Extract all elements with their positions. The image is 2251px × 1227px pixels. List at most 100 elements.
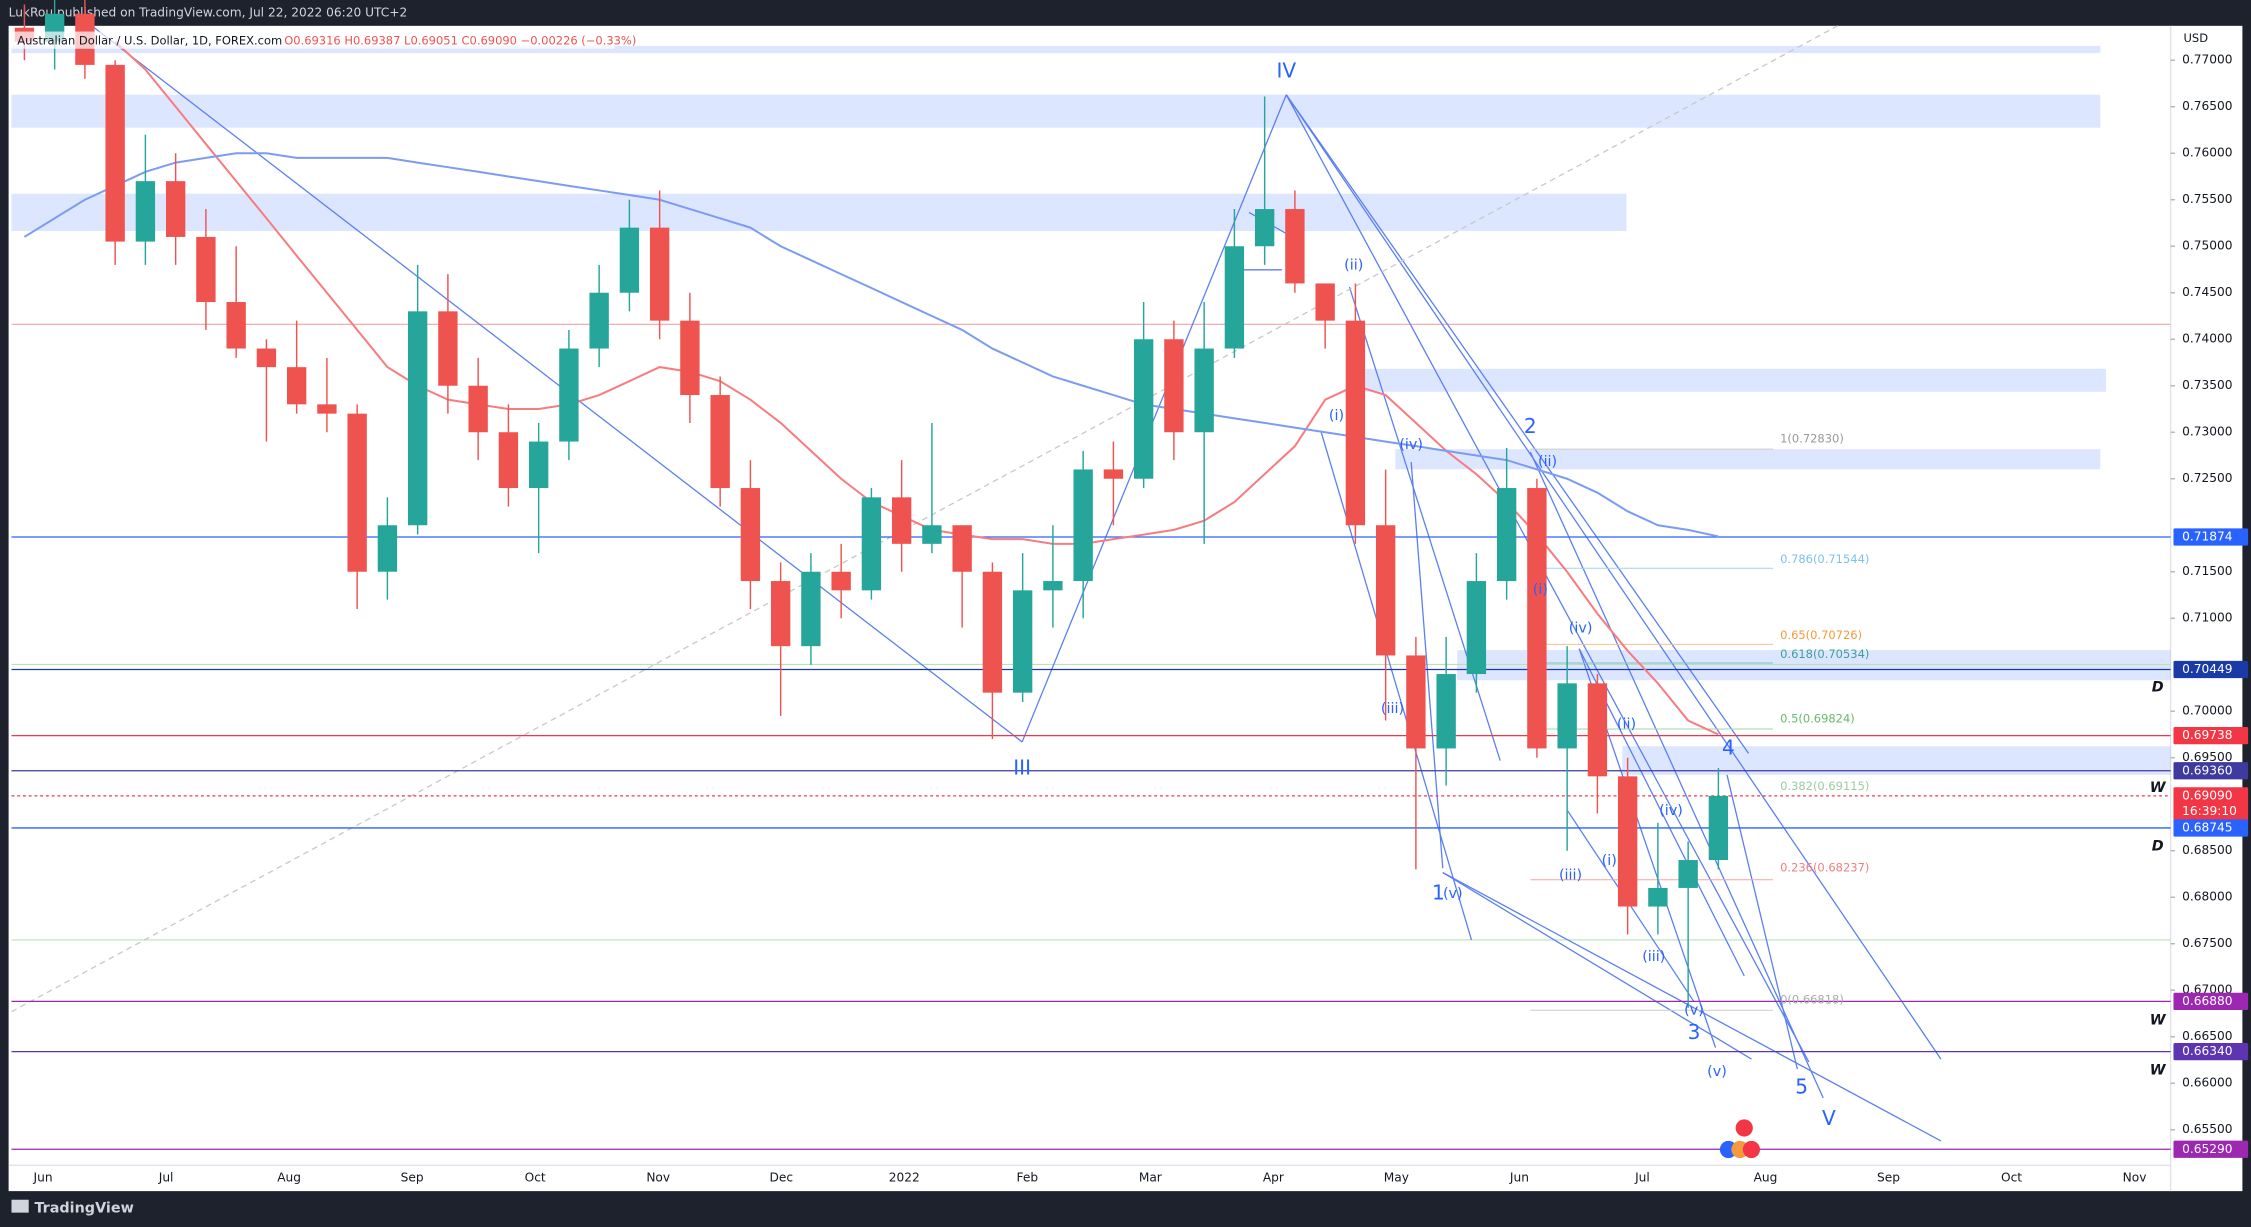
x-tick-label: 2022 (889, 1171, 920, 1185)
wave-label: 3 (1688, 1020, 1701, 1044)
y-tick-label: 0.66500 (2182, 1029, 2232, 1043)
price-tags: 0.71874 0.70449 0.69738 0.69360 0.69090 16:39… (2173, 528, 2249, 1158)
candle-body (891, 497, 912, 544)
wave-label: (i) (1533, 582, 1548, 598)
wave-label: (v) (1443, 886, 1463, 902)
y-tick-label: 0.73000 (2182, 425, 2232, 439)
wave-label: (v) (1684, 1002, 1704, 1018)
y-tick-label: 0.77000 (2182, 53, 2232, 67)
zone (11, 193, 1627, 232)
x-tick-label: Mar (1139, 1171, 1163, 1185)
y-tick-label: 0.70000 (2182, 704, 2232, 718)
y-tick-label: 0.75000 (2182, 239, 2232, 253)
wave-label: 1 (1432, 881, 1445, 905)
wave-labels: IV III (ii) (i) (iv) (iii) 1 (v) 2 (ii) … (1013, 58, 1836, 1130)
side-letter: D (2152, 679, 2164, 695)
wave-label: (v) (1707, 1064, 1727, 1080)
zone (1457, 650, 2171, 681)
candle-body (286, 367, 307, 405)
x-tick-label: Oct (2001, 1171, 2022, 1185)
candle-body (952, 525, 972, 572)
fib-lines (1530, 448, 1773, 1011)
event-icon (1735, 1119, 1753, 1137)
candle-body (1103, 469, 1124, 479)
moving-average (114, 40, 1719, 736)
event-icon (1742, 1140, 1761, 1159)
candle-body (1224, 246, 1245, 349)
candle-body (105, 64, 125, 242)
fib-label: 0.236(0.68237) (1780, 861, 1869, 875)
x-tick-label: May (1384, 1171, 1409, 1185)
trendline (1726, 774, 1798, 1070)
candle-body (1285, 209, 1305, 284)
wave-label: 2 (1524, 414, 1537, 438)
wave-label: (i) (1602, 853, 1617, 869)
candle-body (831, 571, 851, 591)
candle-body (680, 320, 700, 396)
candle-body (226, 302, 246, 349)
y-tick-label: 0.75500 (2182, 192, 2232, 206)
price-tag (2173, 660, 2249, 679)
candle-body (649, 227, 670, 321)
fib-label: 0.5(0.69824) (1780, 711, 1855, 725)
fib-label: 0.382(0.69115) (1780, 779, 1869, 793)
price-tag (2173, 992, 2249, 1011)
candle-body (1436, 674, 1456, 749)
x-tick-label: Aug (1754, 1171, 1778, 1185)
y-tick-label: 0.76500 (2182, 99, 2232, 113)
zone (11, 94, 2101, 128)
y-tick-label: 0.69500 (2182, 750, 2232, 764)
candle-body (498, 432, 519, 489)
wave-label: V (1822, 1106, 1836, 1130)
candle-body (1073, 469, 1093, 582)
wave-label: III (1013, 756, 1031, 780)
wave-label: (ii) (1617, 717, 1636, 733)
price-tag-label: 0.66340 (2182, 1044, 2232, 1058)
fib-labels: 1(0.72830) 0.786(0.71544) 0.65(0.70726) … (1780, 432, 1869, 1007)
x-tick-label: Dec (769, 1171, 793, 1185)
y-tick-label: 0.68500 (2182, 843, 2232, 857)
trendline (1285, 94, 1810, 1063)
y-tick-label: 0.74000 (2182, 332, 2232, 346)
candle-body (1648, 887, 1668, 907)
price-tag (2173, 787, 2249, 822)
candles (14, 0, 1729, 1008)
candle-body (559, 348, 579, 442)
wave-label: (ii) (1538, 454, 1557, 470)
x-tick-label: Aug (277, 1171, 301, 1185)
trendline (1348, 286, 1501, 761)
candle-body (770, 581, 791, 647)
price-tag-label: 0.69090 (2182, 788, 2232, 802)
y-tick-label: 0.74500 (2182, 285, 2232, 299)
legend-bg (11, 31, 615, 49)
price-tag-label: 0.69738 (2182, 728, 2232, 742)
fib-label: 0.618(0.70534) (1780, 647, 1869, 661)
wave-label: (iv) (1569, 621, 1593, 637)
logo-icon (11, 1199, 29, 1213)
trendline (1529, 451, 1824, 1099)
candle-body (861, 497, 882, 591)
y-tick-label: 0.71000 (2182, 611, 2232, 625)
candle-body (1012, 590, 1033, 693)
candle-body (135, 181, 156, 242)
fib-label: 0.786(0.71544) (1780, 552, 1869, 566)
x-tick-label: Jul (158, 1171, 174, 1185)
zone (1349, 368, 2107, 392)
candle-body (619, 227, 640, 293)
candle-body (1406, 655, 1426, 749)
candle-body (1466, 581, 1487, 675)
y-tick-label: 0.65500 (2182, 1122, 2232, 1136)
candle-body (1164, 339, 1184, 433)
moving-average (23, 152, 1719, 538)
currency-label: USD (2184, 31, 2209, 45)
price-tag (2173, 726, 2249, 745)
x-tick-label: Feb (1017, 1171, 1039, 1185)
candle-body (256, 348, 277, 368)
wave-label: (iv) (1399, 437, 1423, 453)
drawn-levels (11, 323, 2171, 941)
x-tick-label: Sep (1877, 1171, 1900, 1185)
candle-body (801, 571, 821, 647)
y-tick-label: 0.76000 (2182, 146, 2232, 160)
fib-label: 1(0.72830) (1780, 432, 1844, 446)
